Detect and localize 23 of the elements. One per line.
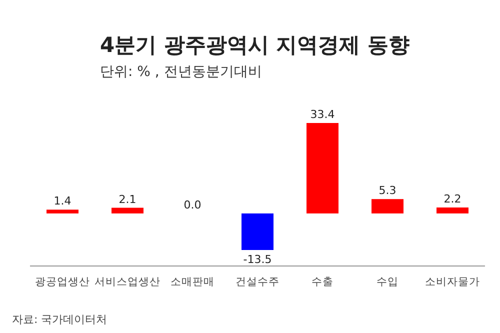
x-tick-label: 수출 [312, 276, 334, 288]
data-label: 2.2 [444, 192, 462, 206]
data-label: 5.3 [378, 184, 396, 198]
x-tick-label: 수입 [376, 276, 398, 288]
data-label: 2.1 [118, 192, 136, 206]
data-label: 0.0 [184, 198, 202, 212]
bar [372, 199, 404, 214]
bar [436, 207, 468, 214]
bar [242, 213, 274, 250]
bar [306, 123, 338, 214]
text: 자료: 국가데이터처 [12, 313, 108, 326]
chart-title: 4분기 광주광역시 지역경제 동향 [100, 33, 410, 57]
x-tick-label: 건설수주 [236, 276, 280, 288]
data-label: 33.4 [310, 108, 335, 121]
x-tick-label: 서비스업생산 [94, 276, 160, 288]
data-label: 1.4 [54, 194, 72, 208]
x-tick-label: 소매판매 [170, 276, 214, 288]
bar [112, 208, 144, 214]
bar [46, 210, 78, 214]
data-label: -13.5 [243, 253, 272, 266]
x-tick-label: 광공업생산 [35, 276, 90, 288]
chart-subtitle: 단위: % , 전년동분기대비 [100, 64, 262, 80]
x-tick-label: 소비자물가 [425, 276, 480, 288]
